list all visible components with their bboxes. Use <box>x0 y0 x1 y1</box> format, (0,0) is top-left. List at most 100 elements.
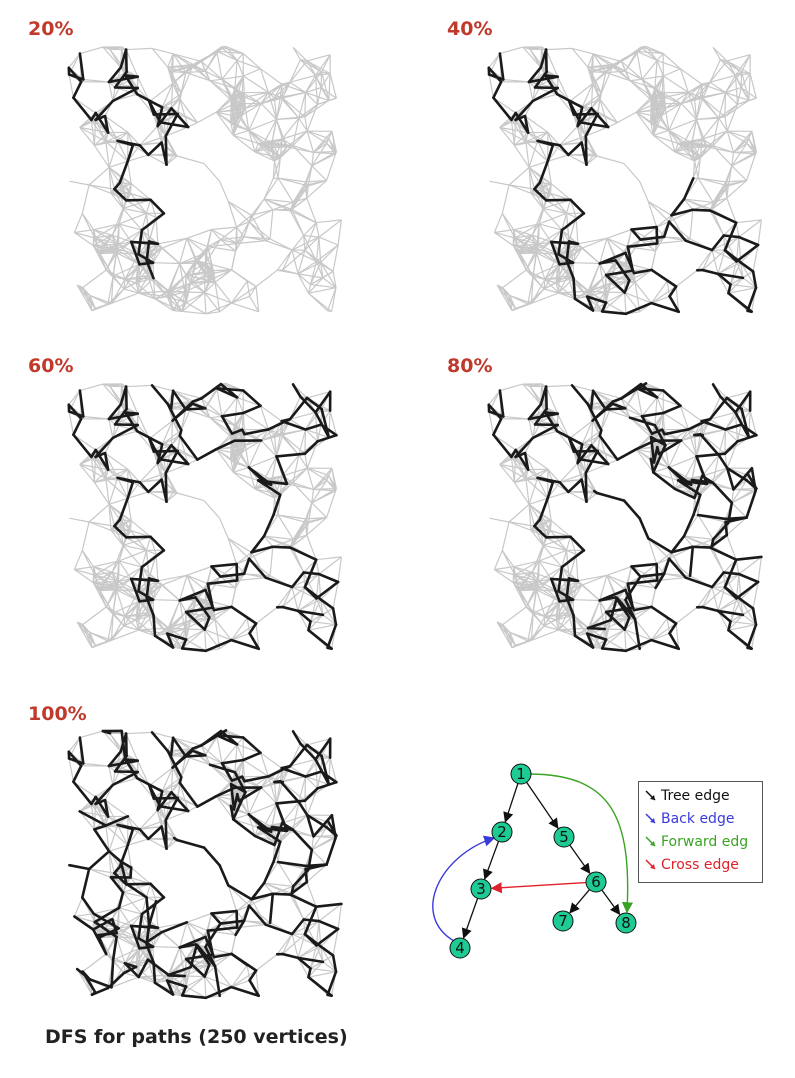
graph-edge <box>662 53 681 70</box>
graph-edge <box>647 200 670 223</box>
graph-edge <box>328 410 331 438</box>
graph-edge <box>696 249 713 271</box>
graph-edge <box>291 236 320 251</box>
graph-edge <box>536 581 540 587</box>
graph-edge <box>726 60 751 75</box>
graph-edge <box>93 223 120 231</box>
graph-edge <box>514 560 540 576</box>
graph-edge <box>695 119 703 140</box>
graph-edge <box>558 292 588 298</box>
graph-edge <box>304 92 307 117</box>
graph-edge <box>225 45 244 55</box>
graph-edge <box>292 145 314 153</box>
dfs-path-edge <box>710 533 729 548</box>
graph-edge <box>320 87 337 99</box>
graph-edge <box>170 53 174 72</box>
graph-edge <box>246 618 251 634</box>
graph-edge <box>88 503 110 523</box>
graph-edge <box>254 151 281 159</box>
dfs-path-edge <box>124 74 139 79</box>
panel-label: 40% <box>447 18 493 40</box>
dfs-path-edge <box>711 383 722 398</box>
graph-edge <box>211 226 237 231</box>
graph-edge <box>237 240 266 245</box>
graph-edge <box>83 78 109 83</box>
graph-edge <box>597 450 618 461</box>
graph-edge <box>587 53 594 68</box>
graph-edge <box>76 284 93 312</box>
graph-edge <box>528 160 548 168</box>
graph-edge <box>230 96 245 101</box>
dfs-path-edges <box>67 48 190 280</box>
dfs-path-edge <box>247 466 265 483</box>
graph-edge <box>316 556 342 561</box>
graph-edge <box>148 491 178 494</box>
graph-edge <box>170 98 181 109</box>
graph-edge <box>316 424 322 442</box>
graph-edge <box>528 503 541 521</box>
graph-edge <box>262 119 278 145</box>
graph-edge <box>157 574 188 582</box>
graph-edge <box>712 454 720 483</box>
dfs-path-edge <box>570 384 590 406</box>
graph-edge <box>299 59 316 76</box>
graph-edge <box>254 488 281 496</box>
graph-edge <box>653 107 666 126</box>
graph-edge <box>691 119 698 144</box>
graph-edge <box>308 517 327 524</box>
dfs-path-edge <box>620 382 648 400</box>
graph-edge <box>289 60 308 83</box>
graph-edge <box>139 462 159 483</box>
graph-edge <box>116 241 132 250</box>
graph-edge <box>528 497 548 505</box>
graph-edge <box>246 280 257 288</box>
dfs-path-edge <box>725 466 749 482</box>
graph-edge <box>304 116 308 132</box>
graph-edge <box>105 478 129 499</box>
graph-edge <box>76 284 96 309</box>
graph-edge <box>230 96 246 123</box>
dfs-path-edge <box>544 74 559 79</box>
graph-edge <box>306 180 327 199</box>
dfs-path-edge <box>206 579 239 585</box>
dfs-path-edge <box>655 225 659 245</box>
graph-edge <box>590 83 594 109</box>
graph-edge <box>237 577 266 582</box>
graph-edge <box>559 462 579 483</box>
graph-edge <box>248 221 271 240</box>
graph-edge <box>597 98 601 114</box>
graph-edge <box>494 568 515 576</box>
graph-edge <box>304 249 322 263</box>
graph-edge <box>599 575 608 601</box>
graph-edge <box>590 53 594 72</box>
dfs-path-edge <box>725 466 735 491</box>
graph-edge <box>537 468 549 479</box>
dfs-path-edge <box>527 66 543 84</box>
graph-edge <box>215 111 234 136</box>
graph-edge <box>577 113 599 127</box>
graph-edge <box>711 573 740 588</box>
graph-edge <box>130 229 143 243</box>
graph-edge <box>524 452 539 479</box>
dfs-path-edge <box>653 423 667 447</box>
dfs-path-edge <box>533 181 542 191</box>
graph-edge <box>311 152 315 166</box>
graph-edge <box>293 534 307 540</box>
graph-edge <box>311 849 328 866</box>
graph-edge <box>726 197 737 223</box>
graph-edge <box>697 514 714 540</box>
graph-edge <box>313 142 328 153</box>
graph-edge <box>731 490 756 504</box>
graph-edge <box>289 210 317 224</box>
dfs-path-edge <box>533 187 548 202</box>
graph-edge <box>577 125 587 137</box>
graph-edge <box>187 459 198 465</box>
graph-edge <box>231 623 257 641</box>
graph-edge <box>227 538 238 565</box>
graph-edge <box>586 296 603 312</box>
graph-edge <box>574 627 590 637</box>
dfs-path-edge <box>586 618 612 630</box>
graph-edge <box>550 566 563 580</box>
graph-edge <box>688 91 701 98</box>
graph-edge <box>650 433 665 438</box>
